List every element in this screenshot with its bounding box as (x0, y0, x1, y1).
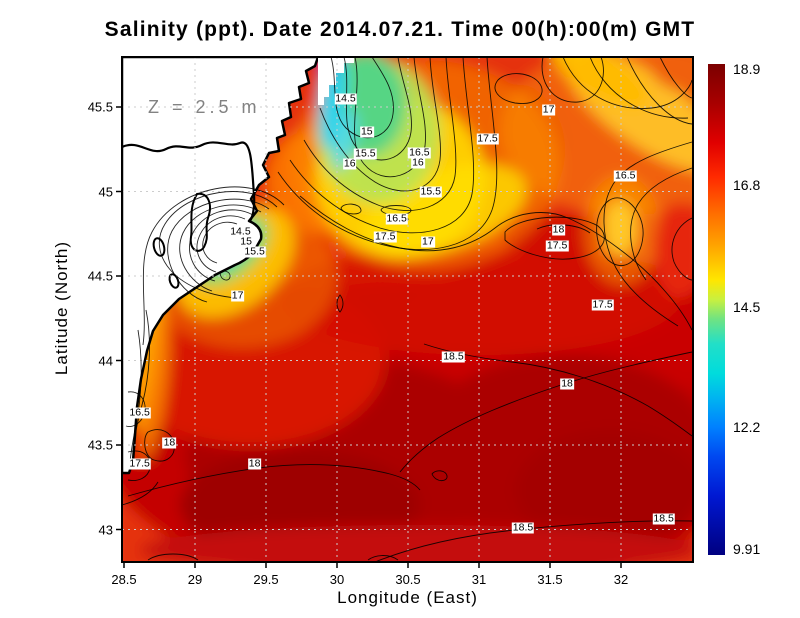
land-mass (122, 57, 320, 475)
contour-label: 17 (230, 289, 245, 302)
contour-label: 18 (551, 223, 566, 236)
contour-label: 15 (359, 125, 374, 138)
colorbar (708, 64, 725, 555)
x-axis-title: Longitude (East) (337, 588, 478, 607)
axis-ticks (116, 106, 622, 568)
x-tick-label: 32 (613, 572, 629, 587)
contour-label: 17.5 (476, 132, 499, 145)
contour-label: 18.5 (652, 512, 675, 525)
y-tick-label: 45 (98, 184, 113, 199)
y-axis-title: Latitude (North) (52, 240, 71, 376)
y-tick-label: 43 (98, 522, 113, 537)
x-tick-label: 28.5 (111, 572, 137, 587)
x-tick-label: 31 (471, 572, 487, 587)
contour-label: 15.5 (354, 147, 377, 160)
x-tick-label: 29.5 (253, 572, 279, 587)
colorbar-tick-label: 14.5 (733, 299, 761, 316)
coast-staircase (318, 57, 354, 105)
salinity-shaded-field (122, 57, 693, 562)
contour-label: 14.5 (229, 225, 252, 238)
depth-annotation: Z = 2.5 m (148, 97, 261, 117)
y-tick-label: 45.5 (87, 99, 113, 115)
colorbar-tick-label: 12.2 (733, 418, 761, 435)
contour-label: 15.5 (419, 185, 442, 197)
colorbar-tick-label: 18.9 (733, 60, 761, 77)
contour-label: 18 (247, 457, 262, 470)
x-tick-label: 29 (187, 572, 203, 587)
contour-label: 16 (342, 157, 357, 170)
contour-label: 18 (162, 436, 177, 449)
contour-label: 16.5 (408, 146, 431, 159)
colorbar-tick-label: 9.91 (733, 541, 761, 558)
y-tick-label: 43.5 (87, 437, 113, 453)
contour-label: 18 (560, 377, 574, 390)
contour-label: 16.5 (385, 212, 408, 225)
contour-label: 17 (541, 103, 556, 116)
contour-label: 18.5 (442, 350, 465, 363)
river-danube (122, 141, 256, 222)
contour-label: 17.5 (128, 457, 151, 470)
contour-label: 15.5 (243, 245, 266, 258)
y-tick-label: 44 (98, 353, 113, 368)
colorbar-tick-label: 16.8 (733, 176, 761, 193)
plot-title: Salinity (ppt). Date 2014.07.21. Time 00… (104, 18, 696, 41)
contour-label: 18.5 (511, 521, 535, 534)
contour-label: 17.5 (591, 298, 614, 311)
x-tick-label: 31.5 (537, 572, 563, 587)
contour-label: 17.5 (545, 239, 569, 252)
contour-label: 16.5 (128, 406, 151, 419)
x-tick-label: 30.5 (395, 572, 421, 587)
contour-label: 17.5 (374, 230, 397, 243)
contour-label: 16.5 (614, 169, 637, 182)
contour-label: 15 (239, 235, 253, 248)
contour-label: 17 (421, 235, 435, 248)
y-tick-label: 44.5 (87, 268, 113, 284)
contour-label: 14.5 (334, 92, 357, 105)
x-tick-label: 30 (329, 572, 345, 587)
gridlines (122, 57, 693, 562)
contour-label: 16 (411, 156, 425, 169)
